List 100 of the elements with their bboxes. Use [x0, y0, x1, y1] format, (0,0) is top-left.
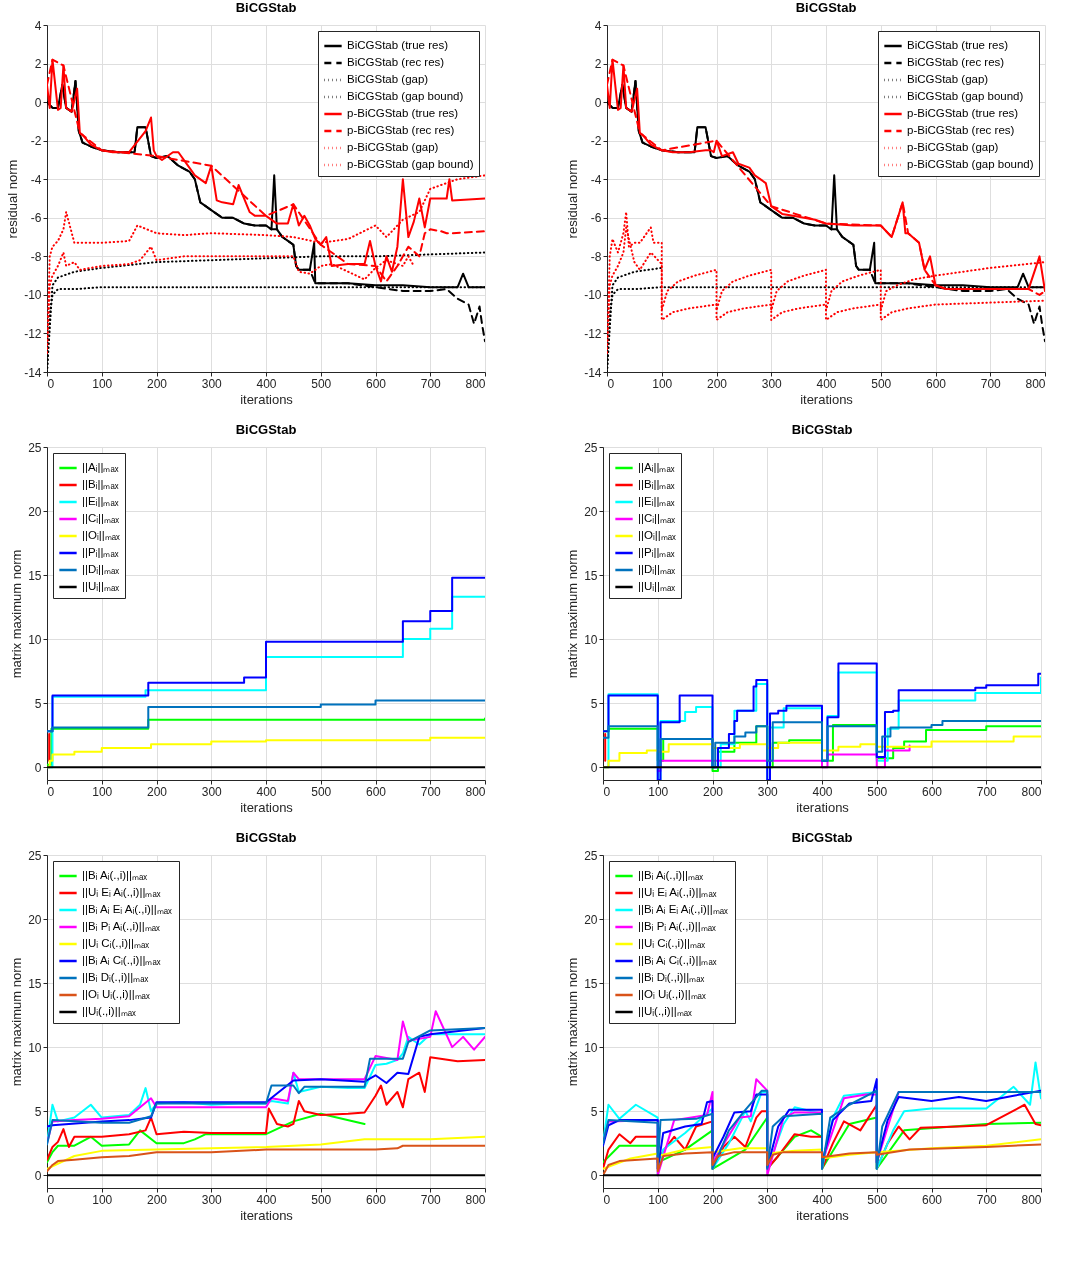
legend-label: ||Bᵢ Aᵢ Cᵢ(.,i)||ₘₐₓ — [638, 954, 717, 966]
legend-label: ||Bᵢ Aᵢ Eᵢ Aᵢ(.,i)||ₘₐₓ — [638, 903, 729, 915]
legend-label: p-BiCGStab (true res) — [347, 107, 459, 119]
y-axis-title: matrix maximum norm — [565, 957, 581, 1087]
x-tick-label: 300 — [201, 784, 223, 799]
legend-label: ||Bᵢ Aᵢ Cᵢ(.,i)||ₘₐₓ — [82, 954, 161, 966]
legend-label: ||Bᵢ Pᵢ Aᵢ(.,i)||ₘₐₓ — [638, 920, 717, 932]
legend-label: p-BiCGStab (rec res) — [907, 124, 1015, 136]
legend-label: p-BiCGStab (gap) — [347, 141, 439, 153]
legend-label: ||Eᵢ||ₘₐₓ — [638, 495, 675, 507]
legend-label: BiCGStab (gap) — [907, 73, 989, 85]
y-tick-label: 5 — [590, 1104, 598, 1119]
y-tick-label: 0 — [34, 760, 42, 775]
x-tick-label: 400 — [812, 784, 833, 799]
y-tick-label: 0 — [590, 1168, 598, 1183]
x-tick-label: 300 — [761, 376, 783, 391]
legend-label: p-BiCGStab (gap bound) — [907, 158, 1034, 170]
y-tick-label: 25 — [28, 848, 42, 863]
x-tick-label: 200 — [146, 1192, 168, 1207]
x-tick-label: 700 — [980, 376, 1002, 391]
x-axis-title: iterations — [800, 391, 854, 407]
legend-label: ||Pᵢ||ₘₐₓ — [82, 546, 119, 558]
y-axis-title: matrix maximum norm — [565, 549, 581, 679]
y-tick-label: -2 — [590, 134, 602, 149]
x-axis-title: iterations — [240, 1207, 294, 1223]
y-tick-label: 10 — [584, 632, 598, 647]
x-tick-label: 600 — [365, 784, 387, 799]
x-tick-label: 500 — [311, 1192, 332, 1207]
chart-title: BiCGStab — [791, 422, 853, 437]
y-tick-label: -10 — [584, 288, 602, 303]
x-tick-label: 300 — [201, 376, 223, 391]
y-tick-label: 0 — [590, 760, 598, 775]
y-tick-label: 0 — [34, 95, 42, 110]
x-tick-label: 400 — [812, 1192, 833, 1207]
legend-label: ||Uᵢ(.,i)||ₘₐₓ — [82, 1005, 136, 1017]
x-tick-label: 0 — [47, 784, 55, 799]
legend-label: ||Uᵢ Cᵢ(.,i)||ₘₐₓ — [638, 937, 706, 949]
y-tick-label: 25 — [584, 440, 598, 455]
x-tick-label: 100 — [648, 784, 669, 799]
legend-label: ||Bᵢ Pᵢ Aᵢ(.,i)||ₘₐₓ — [82, 920, 161, 932]
x-axis-title: iterations — [240, 391, 294, 407]
x-tick-label: 700 — [420, 784, 442, 799]
legend-label: ||Uᵢ Eᵢ Aᵢ(.,i)||ₘₐₓ — [82, 886, 161, 898]
x-tick-label: 100 — [92, 784, 113, 799]
y-tick-label: -6 — [590, 211, 602, 226]
y-tick-label: 20 — [28, 504, 42, 519]
y-tick-label: 10 — [28, 1040, 42, 1055]
x-tick-label: 500 — [311, 376, 332, 391]
legend-label: BiCGStab (gap) — [347, 73, 429, 85]
legend-label: ||Oᵢ Uᵢ(.,i)||ₘₐₓ — [638, 988, 706, 1000]
y-tick-label: 5 — [590, 696, 598, 711]
legend-label: BiCGStab (true res) — [347, 39, 449, 51]
x-tick-label: 400 — [256, 376, 277, 391]
y-tick-label: 20 — [584, 504, 598, 519]
legend-label: ||Cᵢ||ₘₐₓ — [82, 512, 120, 524]
x-tick-label: 100 — [648, 1192, 669, 1207]
legend-label: ||Oᵢ||ₘₐₓ — [638, 529, 676, 541]
x-tick-label: 800 — [465, 376, 486, 391]
legend-label: ||Dᵢ||ₘₐₓ — [638, 563, 676, 575]
legend-label: p-BiCGStab (gap bound) — [347, 158, 474, 170]
legend-label: ||Pᵢ||ₘₐₓ — [638, 546, 675, 558]
legend-label: ||Oᵢ||ₘₐₓ — [82, 529, 120, 541]
legend-label: ||Uᵢ Eᵢ Aᵢ(.,i)||ₘₐₓ — [638, 886, 717, 898]
x-tick-label: 200 — [706, 376, 728, 391]
x-tick-label: 200 — [702, 784, 724, 799]
legend-label: ||Bᵢ Aᵢ(.,i)||ₘₐₓ — [638, 869, 704, 881]
legend-label: BiCGStab (gap bound) — [347, 90, 464, 102]
chart-title: BiCGStab — [795, 0, 857, 15]
chart-title: BiCGStab — [235, 0, 297, 15]
legend-label: ||Cᵢ||ₘₐₓ — [638, 512, 676, 524]
y-tick-label: 15 — [584, 976, 598, 991]
legend-label: ||Eᵢ||ₘₐₓ — [82, 495, 119, 507]
x-tick-label: 0 — [47, 1192, 55, 1207]
legend-label: ||Aᵢ||ₘₐₓ — [638, 461, 675, 473]
y-tick-label: -8 — [30, 249, 42, 264]
legend-label: ||Bᵢ Dᵢ(.,i)||ₘₐₓ — [82, 971, 149, 983]
y-axis-title: matrix maximum norm — [9, 549, 25, 679]
x-tick-label: 300 — [757, 1192, 779, 1207]
y-tick-label: 0 — [594, 95, 602, 110]
x-tick-label: 100 — [92, 376, 113, 391]
x-tick-label: 800 — [465, 1192, 486, 1207]
x-tick-label: 800 — [465, 784, 486, 799]
legend-label: ||Aᵢ||ₘₐₓ — [82, 461, 119, 473]
y-axis-title: residual norm — [5, 159, 21, 239]
legend-label: ||Bᵢ Aᵢ Eᵢ Aᵢ(.,i)||ₘₐₓ — [82, 903, 173, 915]
y-axis-title: residual norm — [565, 159, 581, 239]
legend-label: p-BiCGStab (true res) — [907, 107, 1019, 119]
legend-label: ||Uᵢ||ₘₐₓ — [82, 580, 120, 592]
y-axis-title: matrix maximum norm — [9, 957, 25, 1087]
y-tick-label: -12 — [584, 326, 602, 341]
x-tick-label: 600 — [921, 1192, 943, 1207]
x-tick-label: 700 — [976, 784, 998, 799]
y-tick-label: -14 — [584, 365, 602, 380]
x-tick-label: 500 — [867, 1192, 888, 1207]
x-tick-label: 600 — [921, 784, 943, 799]
x-tick-label: 600 — [365, 376, 387, 391]
y-tick-label: 25 — [584, 848, 598, 863]
x-tick-label: 400 — [256, 1192, 277, 1207]
y-tick-label: 20 — [584, 912, 598, 927]
y-tick-label: 25 — [28, 440, 42, 455]
